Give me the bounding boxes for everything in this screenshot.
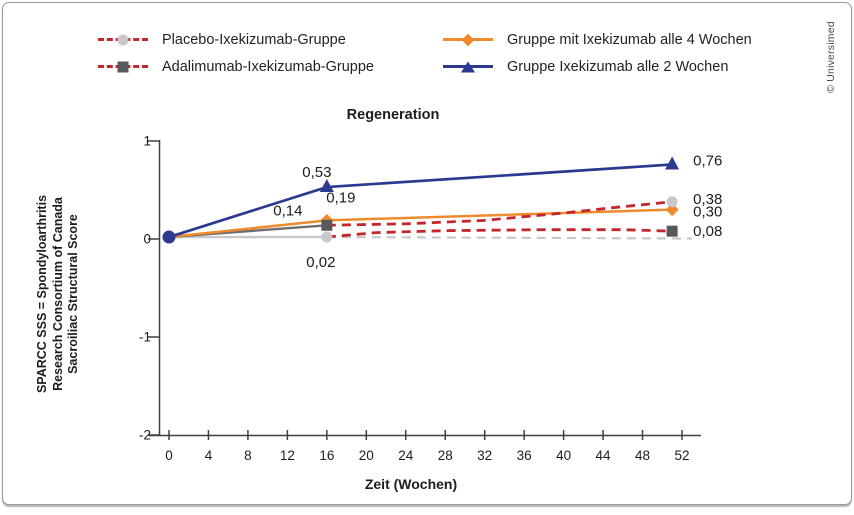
chart-card: Placebo-Ixekizumab-Gruppe Adalimumab-Ixe… (2, 2, 852, 505)
square-marker (666, 225, 678, 237)
data-label-0_53: 0,53 (302, 164, 331, 181)
solid-orange-line-icon (443, 33, 493, 46)
circle-marker-icon (117, 34, 129, 45)
legend-item-ixekizumab-q4w: Gruppe mit Ixekizumab alle 4 Wochen (443, 26, 752, 53)
x-tick-label: 20 (359, 448, 374, 463)
x-axis-label: Zeit (Wochen) (364, 476, 458, 492)
x-tick-label: 12 (280, 448, 295, 463)
x-tick-label: 0 (165, 448, 173, 463)
square-marker-icon (117, 61, 129, 72)
x-tick-label: 8 (244, 448, 252, 463)
x-tick-label: 16 (319, 448, 334, 463)
diamond-marker (665, 203, 679, 217)
x-tick-label: 44 (596, 448, 612, 463)
axes: 10-1-20 4 8 12 16 20 24 28 32 36 40 44 48 52 (139, 134, 701, 463)
legend-label: Gruppe mit Ixekizumab alle 4 Wochen (507, 31, 752, 48)
legend-label: Placebo-Ixekizumab-Gruppe (162, 31, 346, 48)
y-tick-label: 1 (143, 134, 151, 149)
x-tick-label: 52 (674, 448, 689, 463)
legend-label: Gruppe Ixekizumab alle 2 Wochen (507, 58, 729, 75)
y-tick-label: -1 (139, 330, 151, 345)
triangle-marker (665, 156, 680, 170)
data-label-0_76: 0,76 (693, 153, 722, 170)
x-tick-label: 40 (556, 448, 571, 463)
y-tick-label: -2 (139, 428, 151, 443)
legend: Placebo-Ixekizumab-Gruppe Adalimumab-Ixe… (98, 26, 752, 80)
legend-item-ixekizumab-q2w: Gruppe Ixekizumab alle 2 Wochen (443, 53, 752, 80)
legend-item-placebo-ixekizumab: Placebo-Ixekizumab-Gruppe (98, 26, 443, 53)
x-tick-label: 32 (477, 448, 492, 463)
dashed-red-line-icon (98, 60, 148, 73)
data-label-0_30: 0,30 (693, 204, 722, 221)
solid-navy-line-icon (443, 60, 493, 73)
x-tick-label: 4 (205, 448, 213, 463)
chart-title: Regeneration (346, 107, 440, 123)
square-marker (321, 219, 333, 231)
x-tick-label: 48 (635, 448, 650, 463)
triangle-marker-icon (461, 61, 475, 72)
data-label-0_02: 0,02 (306, 254, 335, 271)
x-tick-label: 24 (398, 448, 414, 463)
dashed-red-line-icon (98, 33, 148, 46)
data-label-0_19: 0,19 (326, 189, 355, 206)
series-line-placebo-extension-dashed (326, 235, 692, 240)
series-line-ixekizumab-q2w (168, 163, 673, 239)
data-label-0_08: 0,08 (693, 223, 722, 240)
circle-marker (162, 230, 176, 244)
y-tick-label: 0 (143, 232, 151, 247)
legend-label: Adalimumab-Ixekizumab-Gruppe (162, 58, 374, 75)
data-label-0_14: 0,14 (273, 202, 302, 219)
legend-item-adalimumab-ixekizumab: Adalimumab-Ixekizumab-Gruppe (98, 53, 443, 80)
data-label-0_38: 0,38 (693, 191, 722, 208)
series-line-switch-dashed-lower (326, 228, 673, 239)
x-tick-label: 28 (438, 448, 453, 463)
series-line-switch-dashed-upper (326, 200, 673, 227)
circle-marker (321, 231, 333, 243)
triangle-marker (319, 179, 334, 193)
plot-area: 10-1-20 4 8 12 16 20 24 28 32 36 40 44 48 520,530,190… (139, 134, 722, 464)
circle-marker (666, 196, 678, 208)
x-tick-label: 36 (517, 448, 532, 463)
